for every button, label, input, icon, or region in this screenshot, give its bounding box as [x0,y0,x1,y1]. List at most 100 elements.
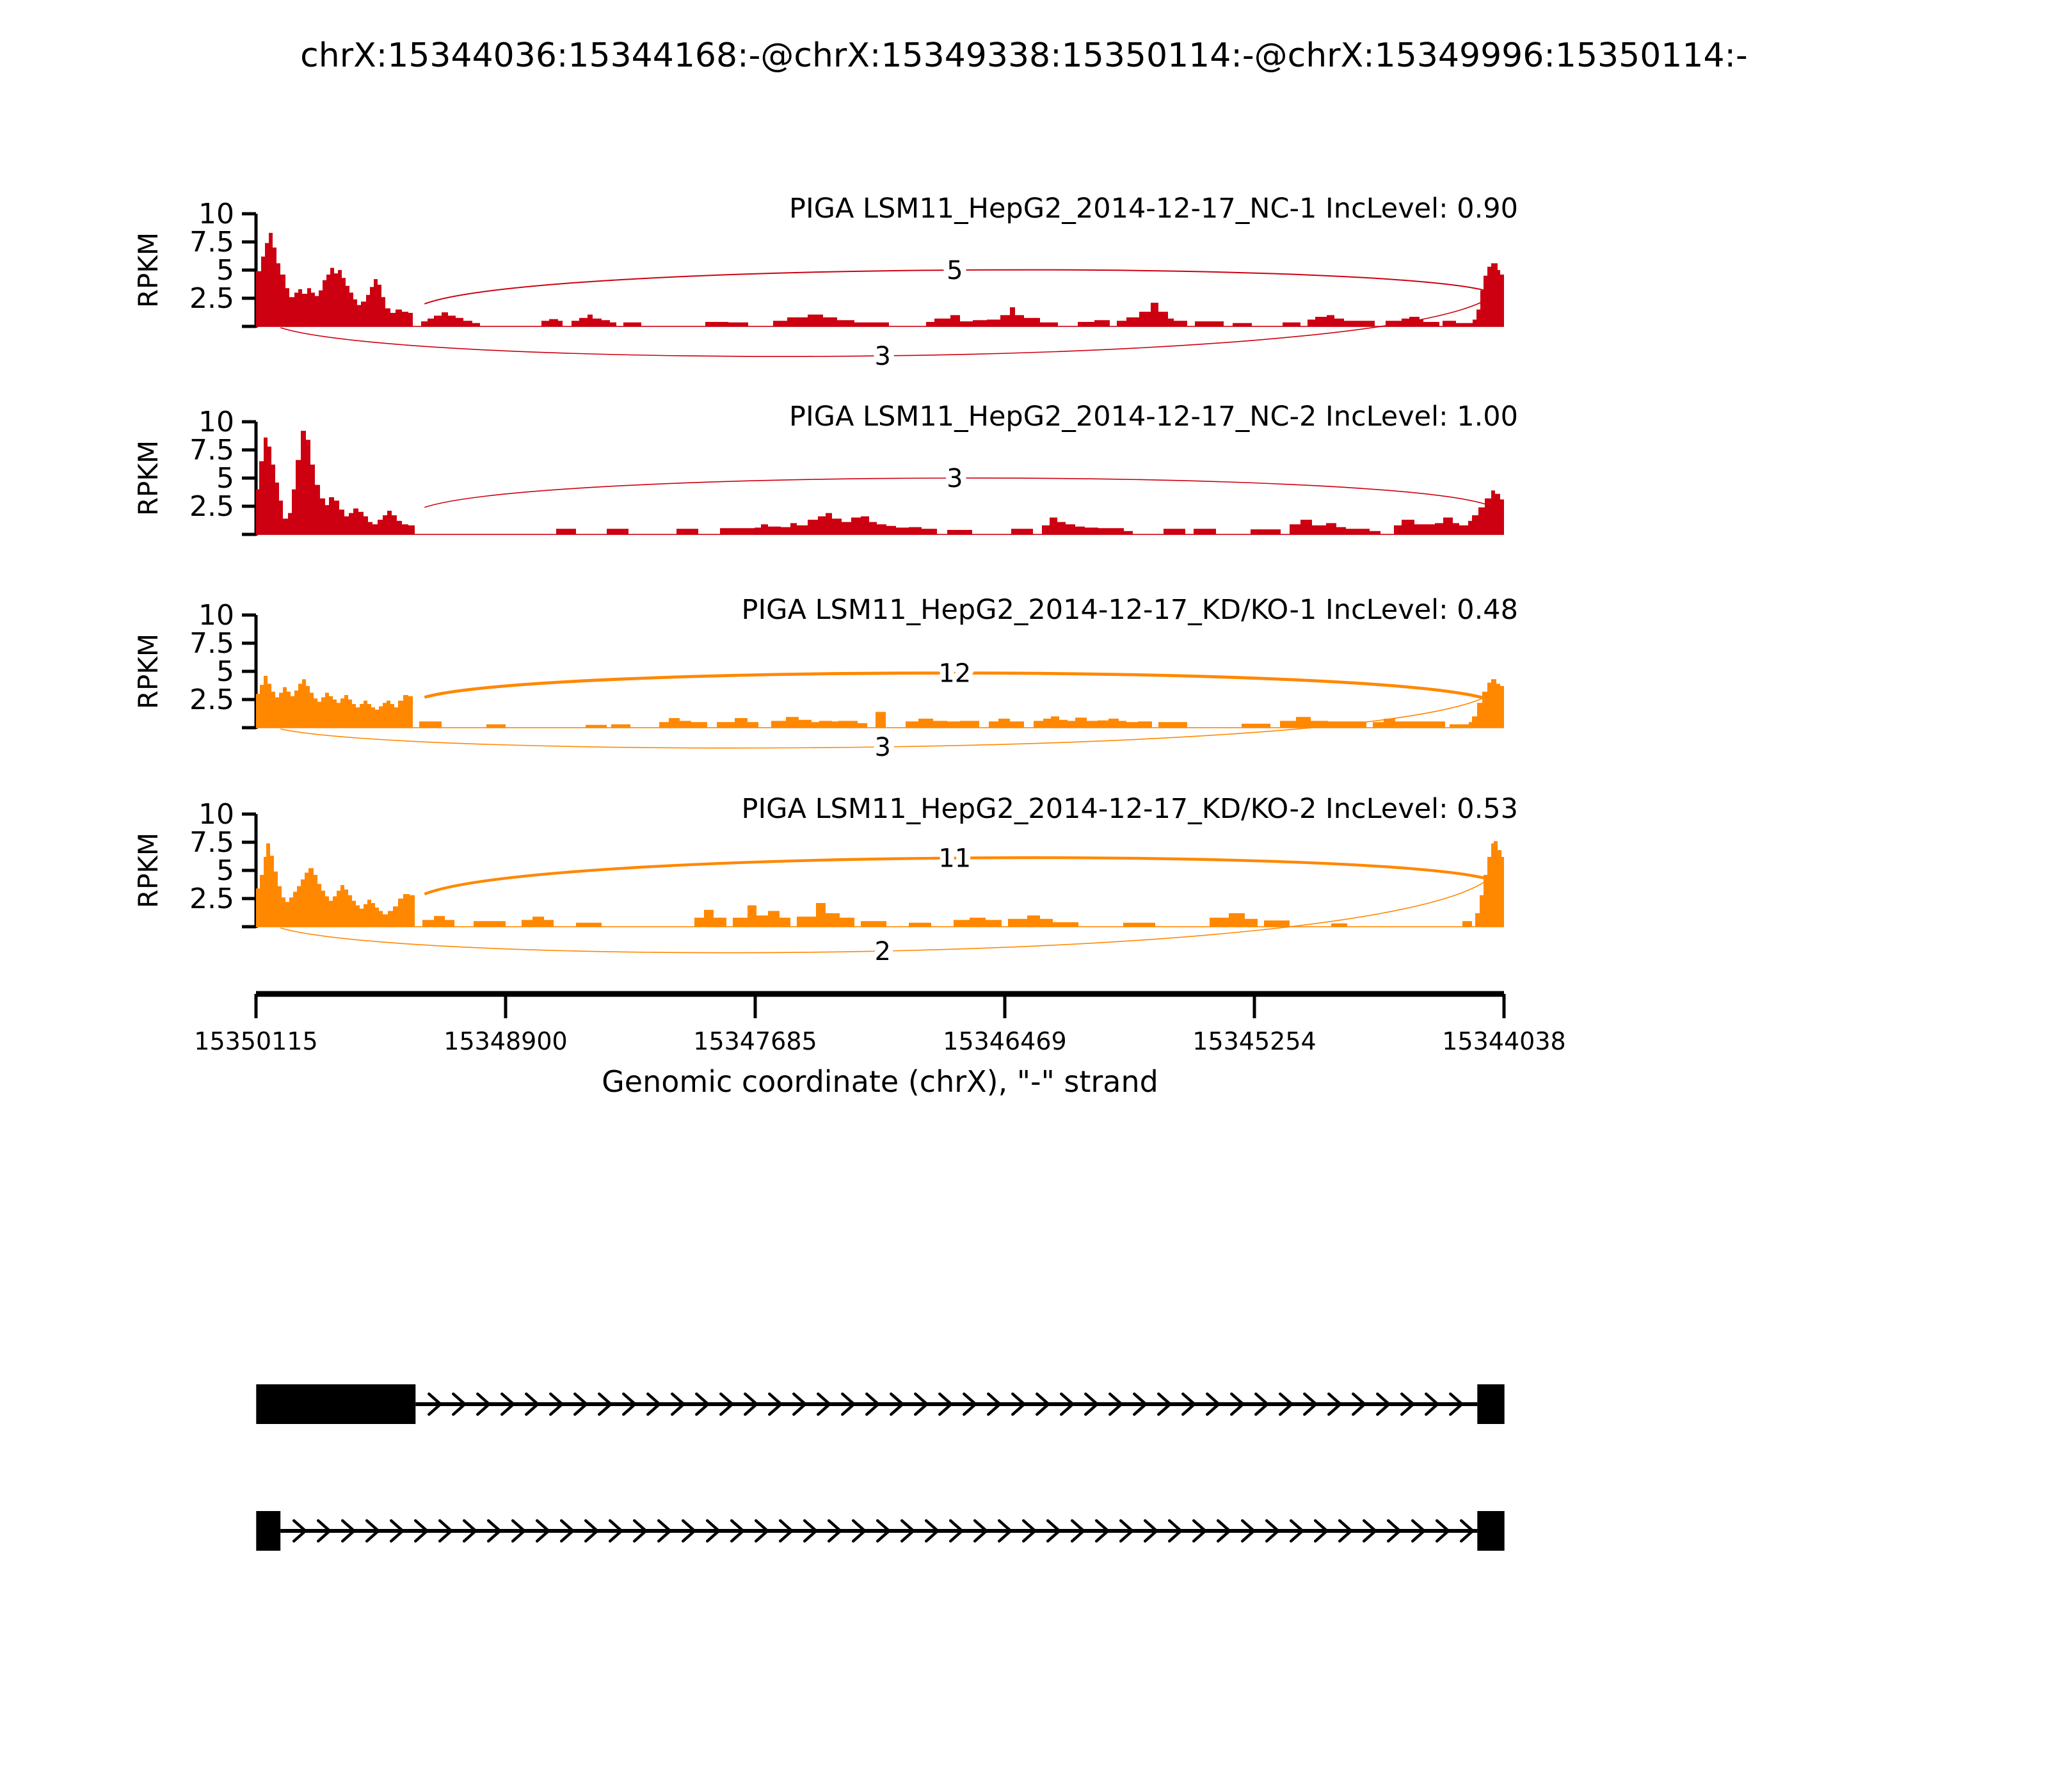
chevron-right-icon [841,1392,856,1416]
y-tick-label: 10 [198,198,234,230]
y-axis-title: RPKM [132,634,164,709]
chevron-right-icon [1036,1392,1051,1416]
chevron-right-icon [1094,1519,1110,1543]
chevron-right-icon [1313,1519,1329,1543]
chevron-right-icon [1143,1519,1159,1543]
chevron-right-icon [1011,1392,1027,1416]
junction-count-label: 11 [938,844,971,874]
chevron-right-icon [1119,1519,1135,1543]
chevron-right-icon [1181,1392,1197,1416]
chevron-right-icon [549,1392,564,1416]
y-tick-label: 10 [198,798,234,831]
exon-direction-chevrons [292,1519,1475,1543]
chevron-right-icon [1133,1392,1148,1416]
chevron-right-icon [292,1519,308,1543]
junction-count-label: 3 [947,464,963,493]
chevron-right-icon [1303,1392,1318,1416]
chevron-right-icon [1192,1519,1208,1543]
y-tick-label: 2.5 [189,684,234,716]
chevron-right-icon [987,1392,1002,1416]
x-axis-title: Genomic coordinate (chrX), "-" strand [602,1064,1158,1099]
chevron-right-icon [948,1519,964,1543]
junction-arc [424,477,1485,508]
chevron-right-icon [890,1392,905,1416]
track-label: PIGA LSM11_HepG2_2014-12-17_NC-1 IncLeve… [789,193,1518,225]
chevron-right-icon [413,1519,429,1543]
junction-arc [424,856,1485,896]
chevron-right-icon [730,1519,746,1543]
chevron-right-icon [1157,1392,1172,1416]
exon-box [1477,1511,1505,1551]
chevron-right-icon [778,1519,794,1543]
y-tick-label: 2.5 [189,490,234,523]
chevron-right-icon [428,1392,443,1416]
y-axis-title: RPKM [132,232,164,308]
junction-count-label: 3 [874,733,890,762]
chevron-right-icon [462,1519,478,1543]
chevron-right-icon [1386,1519,1402,1543]
chevron-right-icon [1400,1392,1416,1416]
chevron-right-icon [705,1519,721,1543]
x-tick-label: 15347685 [693,1027,817,1055]
chevron-right-icon [389,1519,405,1543]
chevron-right-icon [476,1392,492,1416]
chevron-right-icon [1084,1392,1100,1416]
chevron-right-icon [316,1519,332,1543]
chevron-right-icon [1289,1519,1305,1543]
chevron-right-icon [963,1392,978,1416]
chevron-right-icon [1459,1519,1475,1543]
y-tick-label: 2.5 [189,883,234,915]
coverage-area [256,232,1504,326]
chevron-right-icon [924,1519,940,1543]
y-tick-label: 7.5 [189,826,234,859]
chevron-right-icon [1449,1392,1464,1416]
junction-arc [280,300,1485,357]
chevron-right-icon [1254,1392,1270,1416]
chevron-right-icon [1265,1519,1281,1543]
chevron-right-icon [535,1519,551,1543]
chevron-right-icon [1021,1519,1037,1543]
chevron-right-icon [486,1519,502,1543]
x-tick-label: 15350115 [194,1027,317,1055]
y-axis-title: RPKM [132,833,164,908]
track-label: PIGA LSM11_HepG2_2014-12-17_KD/KO-1 IncL… [742,594,1518,626]
chevron-right-icon [719,1392,735,1416]
y-tick-label: 2.5 [189,282,234,315]
exon-box [1477,1384,1505,1424]
chevron-right-icon [608,1519,624,1543]
y-tick-label: 10 [198,599,234,632]
x-tick-label: 15348900 [444,1027,567,1055]
x-tick-label: 15344038 [1442,1027,1565,1055]
chevron-right-icon [1411,1519,1427,1543]
chevron-right-icon [754,1519,770,1543]
chevron-right-icon [768,1392,783,1416]
chevron-right-icon [573,1392,589,1416]
junction-arc [424,671,1485,700]
chevron-right-icon [511,1519,527,1543]
chevron-right-icon [622,1392,637,1416]
track-panel-3: PIGA LSM11_HepG2_2014-12-17_KD/KO-1 IncL… [132,594,1518,768]
chevron-right-icon [1338,1519,1354,1543]
isoform-2 [256,1511,1505,1551]
chevron-right-icon [851,1519,867,1543]
chevron-right-icon [997,1519,1013,1543]
chevron-right-icon [632,1519,648,1543]
chevron-right-icon [876,1519,892,1543]
y-axis-title: RPKM [132,440,164,516]
chevron-right-icon [525,1392,540,1416]
chevron-right-icon [681,1519,697,1543]
exon-box [256,1511,281,1551]
track-panel-4: PIGA LSM11_HepG2_2014-12-17_KD/KO-2 IncL… [132,793,1518,972]
junction-count-label: 5 [947,256,963,285]
chevron-right-icon [1070,1519,1086,1543]
chevron-right-icon [1206,1392,1221,1416]
chevron-right-icon [452,1392,467,1416]
coverage-tracks: PIGA LSM11_HepG2_2014-12-17_NC-1 IncLeve… [132,193,1518,972]
exon-direction-chevrons [428,1392,1464,1416]
y-tick-label: 10 [198,406,234,438]
track-panel-2: PIGA LSM11_HepG2_2014-12-17_NC-2 IncLeve… [132,401,1518,536]
chevron-right-icon [1060,1392,1075,1416]
chevron-right-icon [1425,1392,1440,1416]
figure-title: chrX:15344036:15344168:-@chrX:15349338:1… [300,36,1748,75]
isoform-diagrams [256,1384,1505,1551]
